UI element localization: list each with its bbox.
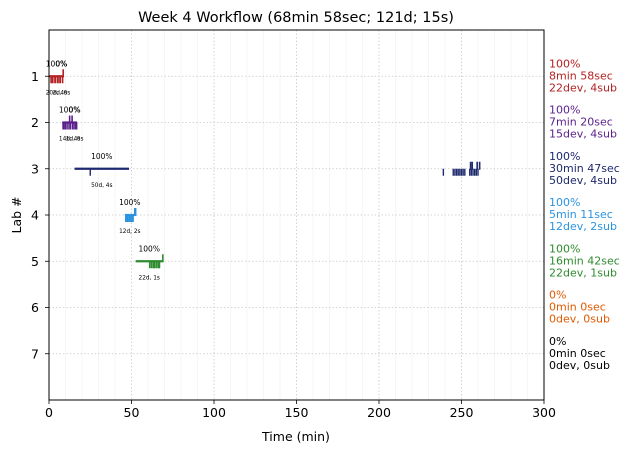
lab-percent-label: 0%: [55, 59, 67, 68]
x-tick-label: 50: [124, 405, 140, 420]
lab-count-label: 12d, 2s: [119, 229, 140, 235]
lab-summary-line: 12dev, 2sub: [549, 220, 617, 233]
x-axis-ticks: 0 50 100 150 200 250 300: [45, 400, 556, 420]
lab-summary-line: 0dev, 0sub: [549, 313, 610, 326]
lab-summary-line: 0min 0sec: [549, 347, 606, 360]
lab-summary-line: 0min 0sec: [549, 301, 606, 314]
y-tick-label: 7: [31, 346, 39, 361]
lab-percent-label: 100%: [91, 152, 112, 161]
x-tick-label: 150: [285, 405, 309, 420]
x-tick-label: 200: [367, 405, 391, 420]
y-tick-label: 3: [31, 161, 39, 176]
x-tick-label: 0: [45, 405, 53, 420]
lab-percent-label: 100%: [59, 106, 80, 115]
lab-summary-line: 16min 42sec: [549, 254, 620, 267]
lab-percent-label: 100%: [119, 198, 140, 207]
x-tick-label: 300: [532, 405, 556, 420]
lab-summary-line: 100%: [549, 104, 580, 117]
lab-count-label: 50d, 4s: [91, 183, 112, 189]
lab-summary-line: 0%: [549, 289, 566, 302]
lab-count-label: 1d, 0s: [66, 137, 84, 143]
x-axis-label: Time (min): [261, 429, 330, 444]
lab-summary-line: 100%: [549, 57, 580, 70]
lab-summary-line: 15dev, 4sub: [549, 128, 617, 141]
y-axis-label: Lab #: [9, 196, 24, 233]
lab-summary-line: 22dev, 4sub: [549, 81, 617, 94]
major-grid: [48, 30, 545, 400]
y-tick-label: 5: [31, 254, 39, 269]
lab-summary-line: 100%: [549, 242, 580, 255]
lab-summary-line: 30min 47sec: [549, 162, 620, 175]
lab-count-label: 2d, 0s: [53, 90, 71, 96]
lab-summary-line: 0%: [549, 335, 566, 348]
lab-count-label: 14d, 4s: [59, 137, 80, 143]
lab-summary-line: 100%: [549, 150, 580, 163]
y-tick-label: 2: [31, 115, 39, 130]
lab-summary-line: 8min 58sec: [549, 69, 613, 82]
x-tick-label: 250: [450, 405, 474, 420]
lab-summary-line: 100%: [549, 196, 580, 209]
y-tick-label: 1: [31, 69, 39, 84]
y-tick-label: 6: [31, 300, 39, 315]
lab-summary-line: 22dev, 1sub: [549, 266, 617, 279]
lab-count-label: 22d, 1s: [139, 275, 160, 281]
x-tick-label: 100: [202, 405, 226, 420]
lab-percent-label: 100%: [46, 59, 67, 68]
lab-percent-label: 0%: [69, 106, 81, 115]
lab-summary-line: 0dev, 0sub: [549, 359, 610, 372]
lab-count-label: 20d, 4s: [46, 90, 67, 96]
lab-summary-line: 50dev, 4sub: [549, 174, 617, 187]
chart-title: Week 4 Workflow (68min 58sec; 121d; 15s): [138, 10, 454, 26]
lab-percent-label: 100%: [139, 244, 160, 253]
y-axis-ticks: 1 2 3 4 5 6 7: [31, 69, 49, 361]
lab-summary-line: 5min 11sec: [549, 208, 613, 221]
y-tick-label: 4: [31, 208, 39, 223]
lab-summary-line: 7min 20sec: [549, 116, 613, 129]
